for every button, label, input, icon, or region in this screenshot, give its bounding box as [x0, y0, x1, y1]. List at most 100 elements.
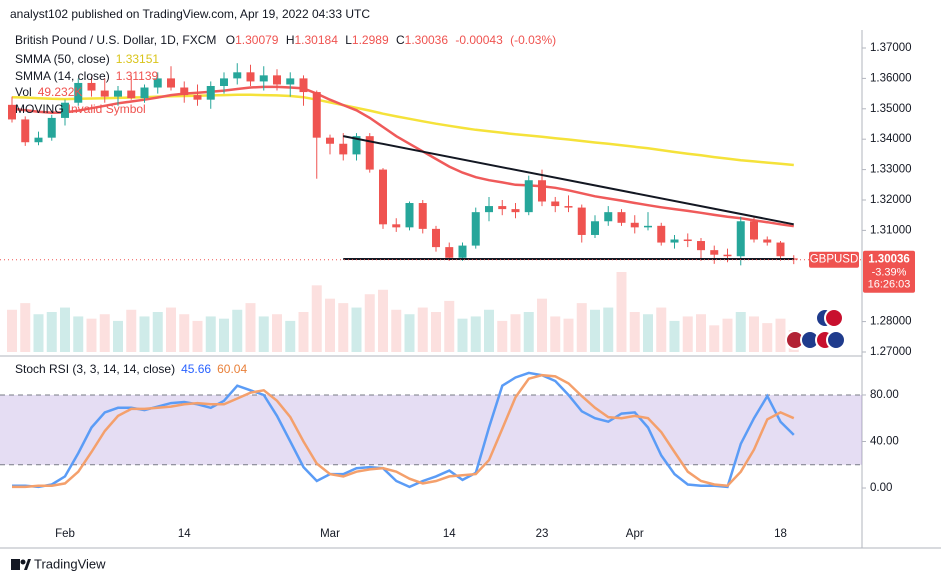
volume-bar	[484, 309, 494, 352]
volume-bar	[99, 314, 110, 352]
flag-icon	[824, 308, 844, 328]
y-tick-label: 1.32000	[870, 194, 912, 206]
candle-body	[21, 119, 30, 143]
volume-bar	[603, 307, 614, 352]
volume-bar	[166, 307, 176, 352]
candle-body	[127, 90, 136, 99]
volume-bar	[682, 316, 693, 352]
stoch-line	[12, 373, 795, 489]
candle-body	[365, 136, 374, 170]
ohlc-value: 1.2989	[352, 33, 389, 47]
candle-body	[273, 75, 281, 85]
legend-name: SMMA (50, close)	[15, 52, 110, 66]
legend-name: SMMA (14, close)	[15, 69, 110, 83]
legend-name: Vol	[15, 85, 32, 99]
symbol-label: GBPUSD	[810, 254, 859, 266]
plot: 1.37000 1.36000 1.35000 1.34000 1.33000 1.320…	[0, 42, 915, 540]
candle-body	[286, 78, 295, 85]
volume-bar	[563, 318, 574, 352]
volume-bar	[537, 298, 547, 352]
volume-bar	[325, 298, 335, 352]
volume-bar	[113, 320, 123, 352]
candle-body	[432, 228, 440, 248]
price-label: 1.30036	[868, 254, 910, 266]
candle-body	[551, 201, 560, 207]
legend-note: Invalid Symbol	[68, 102, 146, 116]
x-tick-label: Mar	[320, 528, 340, 540]
y-tick-label: 1.31000	[870, 224, 912, 236]
sma-line	[11, 85, 794, 228]
candle-body	[670, 239, 679, 243]
footer-brand: TradingView	[34, 556, 106, 571]
ohlc-value: 1.30184	[295, 33, 339, 47]
candle-body	[657, 225, 666, 243]
volume-bar	[285, 320, 296, 352]
candle-body	[299, 78, 308, 93]
volume-bar	[20, 303, 31, 352]
volume-bar	[351, 307, 362, 352]
y-tick-label: 1.34000	[870, 133, 912, 145]
change-percent: (-0.03%)	[510, 33, 556, 47]
volume-legend: Vol 49.232K	[15, 85, 82, 99]
stoch-legend: Stoch RSI (3, 3, 14, 14, close) 45.66 60.0…	[15, 362, 247, 376]
candle-body	[61, 102, 69, 118]
volume-bar	[762, 323, 773, 352]
volume-bar	[179, 314, 190, 352]
candle-body	[524, 180, 533, 213]
candle-body	[246, 72, 255, 82]
candle-body	[577, 207, 586, 235]
volume-bar	[152, 312, 163, 352]
header-text: analyst102 published on TradingView.com,…	[10, 7, 370, 21]
volume-bar	[364, 294, 375, 352]
flag-icon	[826, 330, 846, 350]
candle-body	[485, 206, 493, 213]
candle-body	[220, 78, 228, 86]
legend-value: 60.04	[217, 362, 247, 376]
legend-value: 49.232K	[38, 85, 83, 99]
ohlc-label: L	[345, 33, 352, 47]
volume-bar	[192, 320, 203, 352]
y-tick-label: 80.00	[870, 389, 899, 401]
volume-bar	[669, 320, 680, 352]
symbol-tag	[809, 251, 859, 268]
x-tick-label: Apr	[626, 528, 644, 540]
price-tag	[863, 250, 915, 293]
candle-body	[538, 180, 546, 202]
footer: TradingView	[11, 556, 106, 571]
symbol-title: British Pound / U.S. Dollar, 1D, FXCM	[15, 33, 216, 47]
legend-value: 1.31139	[116, 69, 159, 83]
candle-body	[326, 137, 334, 144]
candle-body	[683, 239, 692, 242]
candle-body	[8, 104, 16, 120]
x-tick-label: 14	[443, 528, 456, 540]
candle-body	[763, 239, 772, 243]
candle-body	[259, 75, 268, 82]
trendline	[343, 135, 794, 226]
flag-icons	[785, 308, 846, 350]
candle-body	[776, 242, 785, 257]
candle-body	[445, 247, 454, 258]
volume-bar	[656, 307, 667, 352]
candle-body	[339, 143, 348, 155]
candle-body	[47, 117, 56, 138]
candle-body	[114, 90, 122, 97]
change-value: -0.00043	[455, 33, 503, 47]
volume-bar	[378, 289, 388, 352]
volume-bar	[46, 312, 57, 352]
main-legend: British Pound / U.S. Dollar, 1D, FXCM O 1…	[15, 33, 556, 47]
y-tick-label: 1.36000	[870, 72, 912, 84]
candle-body	[697, 241, 705, 251]
y-tick-label: 1.28000	[870, 316, 912, 328]
band	[0, 394, 862, 465]
volume-bar	[258, 316, 269, 352]
volume-bar	[457, 318, 468, 352]
ohlc-label: O	[226, 33, 235, 47]
x-tick-label: Feb	[55, 528, 75, 540]
volume-bar	[590, 309, 600, 352]
legend-name: Stoch RSI (3, 3, 14, 14, close)	[15, 362, 175, 376]
volume-bar	[245, 303, 256, 352]
y-tick-label: 1.37000	[870, 42, 912, 54]
candle-body	[233, 72, 242, 79]
